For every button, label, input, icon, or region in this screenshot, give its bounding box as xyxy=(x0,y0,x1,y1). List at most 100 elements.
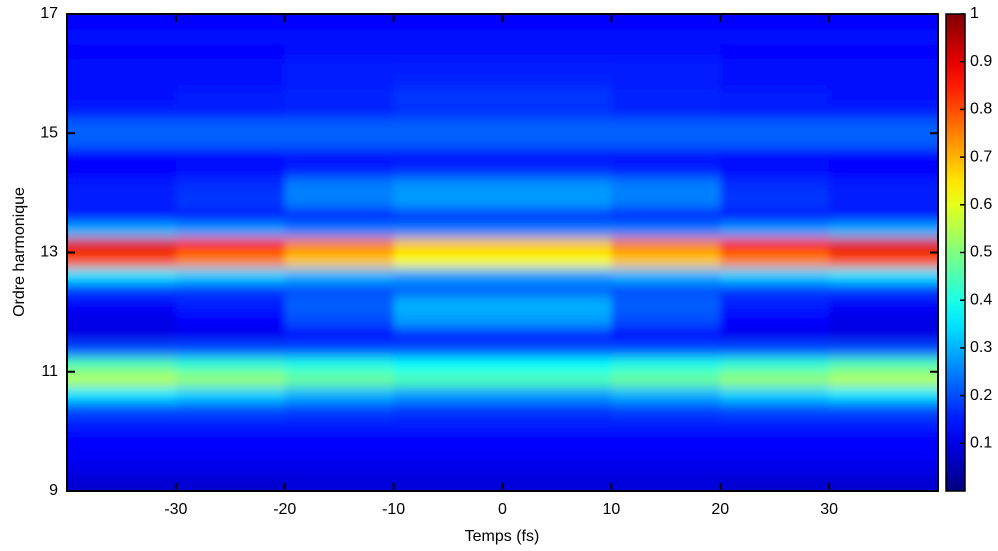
heatmap-cell xyxy=(175,43,286,60)
heatmap-cell xyxy=(284,297,395,313)
heatmap-cell xyxy=(720,177,830,194)
heatmap-cell xyxy=(720,148,830,164)
heatmap-cell xyxy=(175,461,286,477)
heatmap-cell xyxy=(175,14,286,30)
heatmap-cell xyxy=(829,312,938,328)
heatmap-cell xyxy=(720,356,830,373)
heatmap-cell xyxy=(502,177,612,194)
heatmap-cell xyxy=(67,133,177,149)
heatmap-cell xyxy=(720,386,830,403)
heatmap-cell xyxy=(67,192,177,209)
heatmap-cell xyxy=(284,327,395,343)
heatmap-cell xyxy=(720,267,830,283)
x-tick-label: 20 xyxy=(711,501,729,518)
heatmap-cell xyxy=(67,446,177,462)
heatmap-cell xyxy=(284,386,395,403)
colorbar-tick-label: 0.7 xyxy=(970,148,992,165)
heatmap-cell xyxy=(611,476,721,491)
heatmap-cell xyxy=(67,222,177,239)
heatmap-cell xyxy=(67,476,177,491)
heatmap-cell xyxy=(829,118,938,134)
heatmap-cell xyxy=(67,461,177,477)
heatmap-cell xyxy=(175,133,286,149)
heatmap-cell xyxy=(284,28,395,45)
heatmap-cell xyxy=(175,267,286,283)
heatmap-cell xyxy=(393,148,503,164)
x-tick-label: 10 xyxy=(602,501,620,518)
heatmap-cell xyxy=(502,401,612,417)
heatmap-cell xyxy=(67,252,177,268)
heatmap-cell xyxy=(829,386,938,403)
heatmap-cell xyxy=(175,297,286,313)
heatmap xyxy=(67,14,938,491)
heatmap-cell xyxy=(393,446,503,462)
heatmap-cell xyxy=(284,416,395,432)
heatmap-cell xyxy=(393,14,503,30)
heatmap-cell xyxy=(829,267,938,283)
heatmap-cell xyxy=(393,327,503,343)
heatmap-cell xyxy=(829,103,938,119)
heatmap-cell xyxy=(393,356,503,373)
heatmap-cell xyxy=(67,267,177,283)
heatmap-cell xyxy=(829,431,938,447)
heatmap-cell xyxy=(829,297,938,313)
x-tick-label: -10 xyxy=(382,501,405,518)
heatmap-cell xyxy=(720,103,830,119)
heatmap-cell xyxy=(611,446,721,462)
heatmap-cell xyxy=(502,267,612,283)
heatmap-cell xyxy=(502,386,612,403)
heatmap-cell xyxy=(502,133,612,149)
heatmap-cell xyxy=(175,356,286,373)
colorbar-tick-label: 0.8 xyxy=(970,101,992,118)
heatmap-cell xyxy=(829,148,938,164)
heatmap-cell xyxy=(720,73,830,90)
heatmap-cell xyxy=(67,386,177,403)
heatmap-cell xyxy=(284,341,395,358)
x-tick-label: 0 xyxy=(498,501,507,518)
heatmap-cell xyxy=(284,88,395,104)
heatmap-cell xyxy=(502,103,612,119)
heatmap-cell xyxy=(829,28,938,45)
heatmap-cell xyxy=(393,222,503,239)
heatmap-cell xyxy=(175,148,286,164)
heatmap-cell xyxy=(67,103,177,119)
heatmap-cell xyxy=(67,43,177,60)
heatmap-cell xyxy=(67,237,177,253)
heatmap-cell xyxy=(67,416,177,432)
heatmap-cell xyxy=(829,43,938,60)
heatmap-cell xyxy=(611,386,721,403)
heatmap-cell xyxy=(720,446,830,462)
heatmap-cell xyxy=(502,356,612,373)
heatmap-cell xyxy=(175,88,286,104)
heatmap-cell xyxy=(67,341,177,358)
heatmap-cell xyxy=(67,431,177,447)
heatmap-cell xyxy=(720,401,830,417)
heatmap-cell xyxy=(720,222,830,239)
heatmap-cell xyxy=(829,177,938,194)
heatmap-cell xyxy=(502,88,612,104)
heatmap-cell xyxy=(829,237,938,253)
heatmap-cell xyxy=(175,416,286,432)
heatmap-cell xyxy=(175,207,286,224)
heatmap-cell xyxy=(67,163,177,179)
heatmap-cell xyxy=(175,386,286,403)
heatmap-cell xyxy=(393,43,503,60)
heatmap-cell xyxy=(393,461,503,477)
colorbar-tick-label: 0.1 xyxy=(970,435,992,452)
heatmap-cell xyxy=(284,148,395,164)
heatmap-cell xyxy=(67,177,177,194)
heatmap-cell xyxy=(393,401,503,417)
heatmap-cell xyxy=(67,58,177,75)
heatmap-cell xyxy=(502,118,612,134)
heatmap-cell xyxy=(67,356,177,373)
heatmap-cell xyxy=(611,73,721,90)
heatmap-cell xyxy=(175,28,286,45)
heatmap-cell xyxy=(393,177,503,194)
y-tick-label: 11 xyxy=(41,363,58,380)
heatmap-cell xyxy=(720,133,830,149)
heatmap-cell xyxy=(393,416,503,432)
heatmap-cell xyxy=(829,192,938,209)
heatmap-cell xyxy=(175,341,286,358)
heatmap-cell xyxy=(175,446,286,462)
